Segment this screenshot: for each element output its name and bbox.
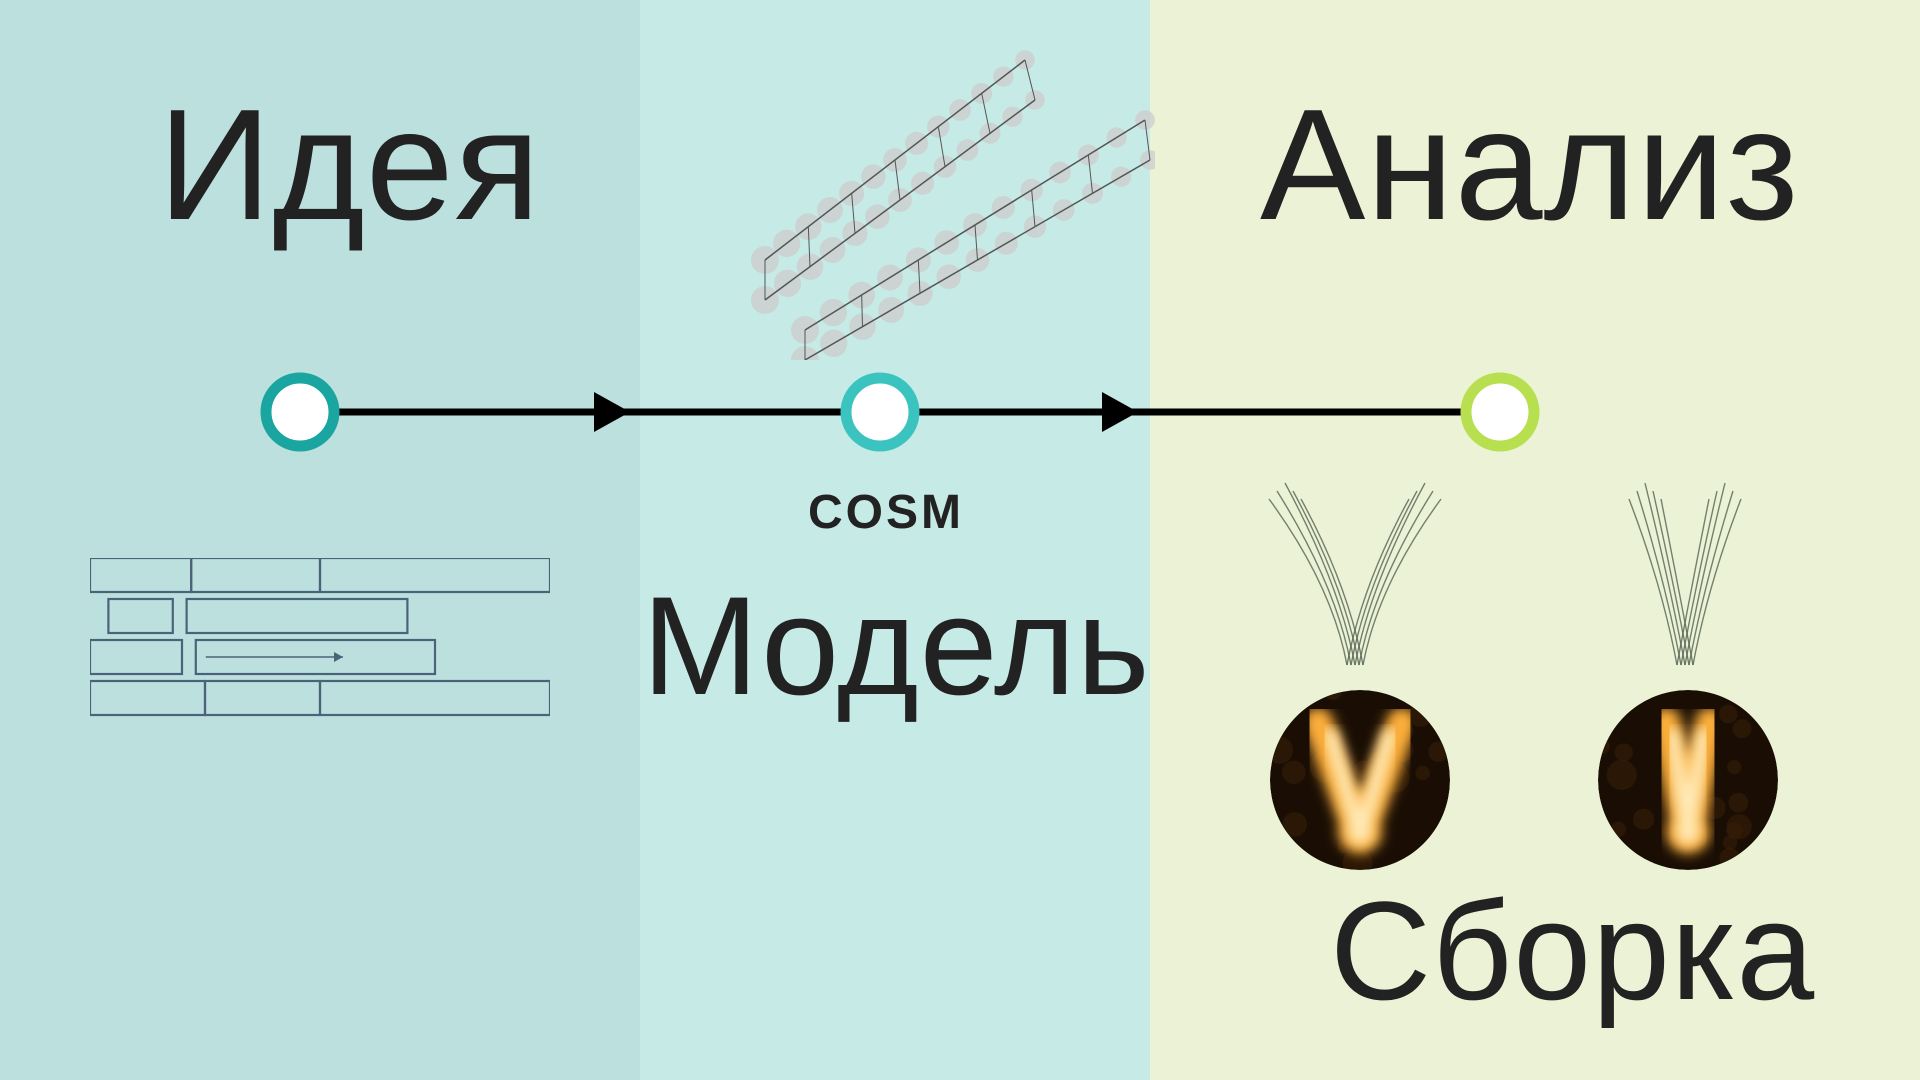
title-idea: Идея xyxy=(158,75,541,256)
title-analysis: Анализ xyxy=(1260,75,1799,256)
analysis-image-2 xyxy=(1598,690,1778,870)
analysis-image-1 xyxy=(1270,690,1450,870)
analysis-wireframe-2 xyxy=(1590,475,1780,675)
label-model: Модель xyxy=(642,565,1151,727)
diagram-container: Идея Анализ COSM Модель Сборка xyxy=(0,0,1920,1080)
analysis-wireframe-1 xyxy=(1260,475,1450,675)
label-assembly: Сборка xyxy=(1330,870,1815,1032)
idea-schematic xyxy=(90,558,550,733)
timeline xyxy=(240,342,1560,482)
model-3d-graphic xyxy=(745,30,1155,360)
label-cosm: COSM xyxy=(808,485,964,540)
